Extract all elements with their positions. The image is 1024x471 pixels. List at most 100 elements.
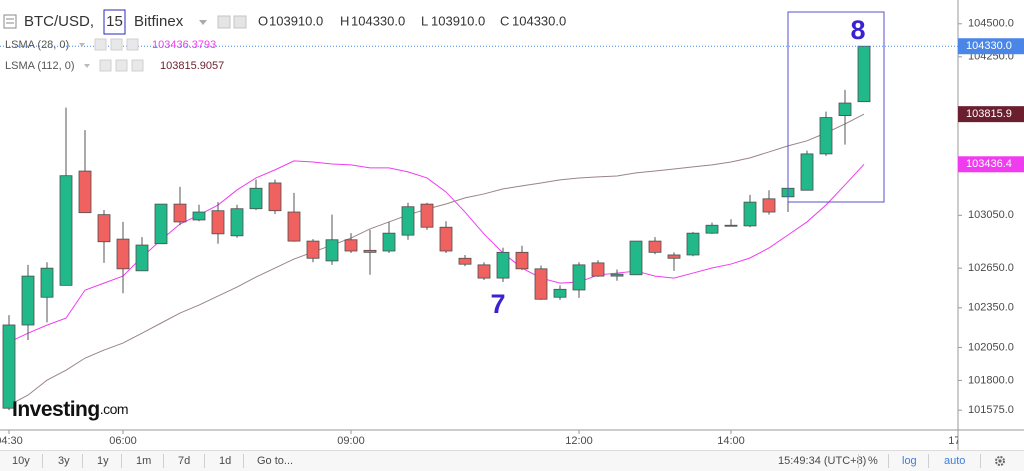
candle-body: [325, 239, 339, 262]
range-button[interactable]: 3y: [58, 455, 70, 467]
y-tick-label: 102050.0: [968, 341, 1014, 353]
plot-area: [0, 45, 958, 411]
collapse-icon[interactable]: [3, 14, 17, 29]
candle-body: [838, 102, 852, 116]
ohlc-label: L: [421, 13, 428, 28]
y-tick-label: 102650.0: [968, 262, 1014, 274]
y-tick-label: 101575.0: [968, 404, 1014, 416]
candle-body: [420, 203, 434, 228]
candle-body: [534, 268, 548, 300]
y-tick-label: 104500.0: [968, 18, 1014, 30]
range-button[interactable]: 1m: [136, 455, 152, 467]
x-tick-label: 09:00: [337, 435, 365, 447]
candle-body: [21, 275, 35, 326]
separator: [204, 454, 205, 468]
eye-icon[interactable]: [233, 15, 247, 29]
candle-body: [230, 208, 244, 237]
candle-body: [439, 226, 453, 252]
candle-body: [477, 264, 491, 279]
price-flag-label: 104330.0: [966, 40, 1012, 52]
range-button[interactable]: 7d: [178, 455, 191, 467]
x-tick-label: 06:00: [109, 435, 137, 447]
price-axis: 104500.0104250.0103050.0102650.0102350.0…: [958, 18, 1024, 416]
dropdown-caret[interactable]: [79, 43, 85, 47]
indicator-flag: [958, 106, 1024, 123]
separator: [42, 454, 43, 468]
ohlc-value: 103910.0: [269, 13, 323, 28]
indicator-flag: [958, 156, 1024, 173]
candle-body: [211, 210, 225, 235]
separator: [928, 454, 929, 468]
candle-body: [97, 214, 111, 243]
candle-body: [401, 206, 415, 236]
indicator-flag-label: 103436.4: [966, 158, 1012, 170]
candle-body: [116, 238, 130, 270]
ohlc-label: H: [340, 13, 349, 28]
settings-icon[interactable]: [94, 38, 107, 51]
y-tick-label: 103050.0: [968, 209, 1014, 221]
range-button[interactable]: 1d: [219, 455, 232, 467]
candle-body: [572, 264, 586, 291]
x-tick-label: 12:00: [565, 435, 593, 447]
legend-name: LSMA (28, 0): [5, 39, 69, 51]
x-tick-label: 04:30: [0, 435, 23, 447]
dropdown-caret[interactable]: [199, 20, 207, 25]
candle-body: [40, 267, 54, 298]
ohlc-value: 104330.0: [512, 13, 566, 28]
separator: [888, 454, 889, 468]
percent-button[interactable]: %: [868, 455, 878, 467]
eye-icon[interactable]: [115, 59, 128, 72]
candle-body: [59, 175, 73, 286]
separator: [243, 454, 244, 468]
y-tick-label: 102350.0: [968, 302, 1014, 314]
toolbar: 10y 3y 1y 1m 7d 1d Go to... 15:49:34 (UT…: [0, 450, 1024, 471]
eye-icon[interactable]: [110, 38, 123, 51]
candle-body: [458, 257, 472, 265]
highlight-box: [787, 11, 885, 203]
candle-body: [135, 244, 149, 272]
watermark: Investing.com: [12, 398, 128, 421]
indicator-line: [8, 160, 865, 343]
legend-icons: [79, 38, 144, 72]
candle-body: [78, 170, 92, 214]
chart: 04:30 06:00 09:00 12:00 14:00 17:0 104500.0 10…: [0, 0, 1024, 450]
separator: [163, 454, 164, 468]
candle-body: [154, 203, 168, 245]
candle-body: [382, 232, 396, 252]
separator: [82, 454, 83, 468]
auto-button[interactable]: auto: [944, 455, 966, 467]
candle-body: [496, 251, 510, 279]
range-button[interactable]: 1y: [97, 455, 109, 467]
watermark-name: Investing: [12, 398, 100, 421]
candle-body: [591, 262, 605, 277]
log-button[interactable]: log: [902, 455, 917, 467]
candle-body: [553, 288, 567, 298]
time-axis: 04:30 06:00 09:00 12:00 14:00 17:0: [0, 430, 958, 447]
settings-icon[interactable]: [217, 15, 231, 29]
candle-body: [306, 240, 320, 259]
settings-gear[interactable]: [993, 454, 1007, 468]
legend-value: 103436.3793: [152, 39, 216, 51]
candle-body: [743, 201, 757, 227]
goto-button[interactable]: Go to...: [257, 455, 294, 467]
range-button[interactable]: 10y: [12, 455, 30, 467]
candle-body: [344, 239, 358, 252]
candle-body: [857, 45, 871, 103]
interval-box: [103, 9, 126, 35]
header: BTC/USD, 15 Bitfinex O 103910.0 H 104330…: [3, 9, 566, 72]
remove-icon[interactable]: [131, 59, 144, 72]
ohlc-value: 103910.0: [431, 13, 485, 28]
annotation: 8: [850, 15, 865, 45]
dropdown-caret[interactable]: [84, 64, 90, 68]
y-tick-label: 101800.0: [968, 374, 1014, 386]
annotation: 7: [490, 289, 505, 319]
remove-icon[interactable]: [126, 38, 139, 51]
settings-icon[interactable]: [99, 59, 112, 72]
candle-body: [287, 211, 301, 242]
ohlc-label: C: [500, 13, 509, 28]
candle-body: [610, 273, 624, 277]
separator: [121, 454, 122, 468]
candle-body: [2, 324, 16, 409]
watermark-suffix: .com: [100, 401, 128, 417]
